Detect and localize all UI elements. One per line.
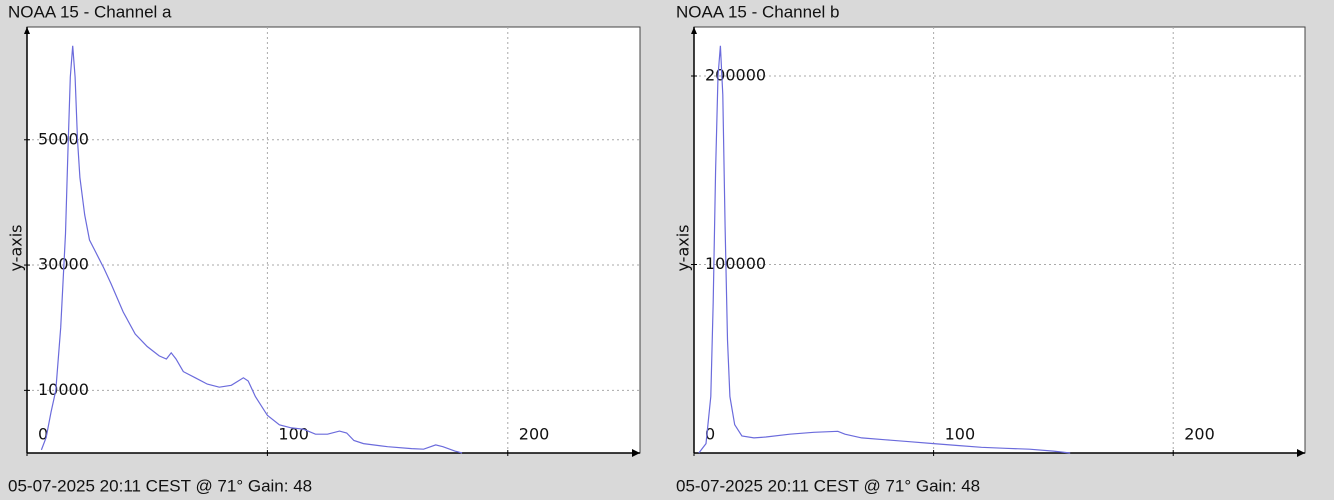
x-tick-label: 200 bbox=[1184, 425, 1215, 444]
y-axis-label: y-axis bbox=[674, 224, 693, 271]
plot-area bbox=[26, 26, 641, 454]
chart-title: NOAA 15 - Channel b bbox=[676, 2, 839, 21]
x-tick-label: 100 bbox=[278, 425, 309, 444]
y-tick-label: 100000 bbox=[705, 254, 766, 273]
line bbox=[40, 45, 463, 454]
x-arrow bbox=[632, 449, 640, 457]
y-arrow bbox=[691, 27, 697, 34]
y-axis-label: y-axis bbox=[7, 224, 26, 271]
footer: 05-07-2025 20:11 CEST @ 71° Gain: 48 bbox=[8, 476, 312, 495]
y-tick-label: 200000 bbox=[705, 66, 766, 85]
y-arrow bbox=[24, 27, 30, 34]
x-tick-label: 0 bbox=[705, 425, 715, 444]
y-tick-label: 10000 bbox=[38, 380, 89, 399]
footer: 05-07-2025 20:11 CEST @ 71° Gain: 48 bbox=[676, 476, 980, 495]
y-tick-label: 50000 bbox=[38, 129, 89, 148]
x-tick-label: 100 bbox=[945, 425, 976, 444]
chart-title: NOAA 15 - Channel a bbox=[8, 2, 172, 21]
plot-area bbox=[693, 26, 1306, 454]
x-arrow bbox=[1297, 449, 1305, 457]
line bbox=[698, 45, 1071, 454]
x-tick-label: 0 bbox=[38, 425, 48, 444]
x-tick-label: 200 bbox=[519, 425, 550, 444]
